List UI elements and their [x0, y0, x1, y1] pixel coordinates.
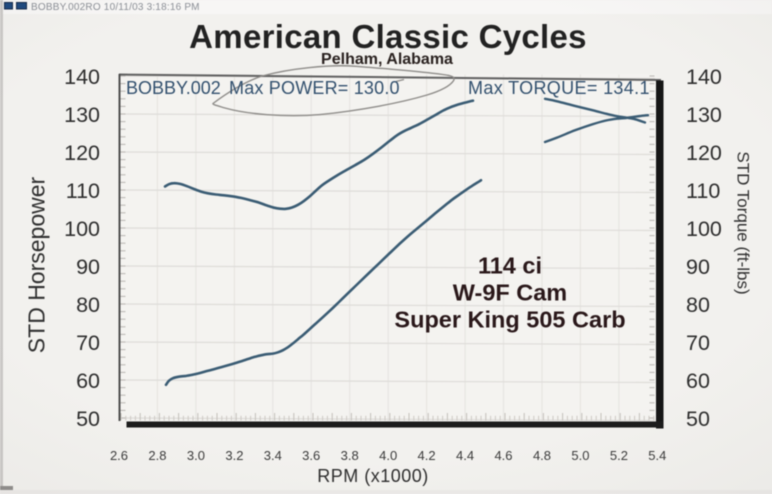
svg-text:American Classic Cycles: American Classic Cycles [189, 18, 587, 55]
svg-text:140: 140 [686, 65, 722, 89]
svg-text:RPM (x1000): RPM (x1000) [317, 466, 429, 486]
svg-text:110: 110 [66, 179, 100, 203]
svg-text:70: 70 [686, 331, 710, 355]
svg-text:2.8: 2.8 [148, 448, 166, 463]
svg-text:5.4: 5.4 [648, 448, 666, 463]
svg-text:120: 120 [686, 141, 722, 165]
svg-text:60: 60 [686, 369, 710, 393]
svg-text:3.0: 3.0 [187, 448, 205, 463]
svg-text:130: 130 [686, 103, 722, 127]
svg-text:4.2: 4.2 [418, 448, 436, 463]
svg-text:3.2: 3.2 [225, 448, 243, 463]
svg-text:STD Torque (ft-lbs): STD Torque (ft-lbs) [734, 151, 753, 294]
svg-text:4.4: 4.4 [456, 448, 474, 463]
svg-text:4.8: 4.8 [533, 448, 551, 463]
svg-text:140: 140 [64, 65, 100, 89]
svg-text:Pelham, Alabama: Pelham, Alabama [321, 51, 453, 68]
svg-text:100: 100 [686, 217, 722, 241]
svg-text:80: 80 [686, 293, 710, 317]
svg-text:Max TORQUE= 134.1: Max TORQUE= 134.1 [468, 78, 650, 98]
svg-text:Super King 505 Carb: Super King 505 Carb [394, 307, 625, 333]
svg-text:BOBBY.002: BOBBY.002 [126, 78, 221, 98]
svg-text:90: 90 [76, 255, 100, 279]
svg-text:110: 110 [686, 179, 720, 203]
svg-text:STD Horsepower: STD Horsepower [24, 176, 50, 353]
svg-text:5.2: 5.2 [610, 448, 628, 463]
svg-text:4.6: 4.6 [494, 448, 512, 463]
svg-text:BOBBY.002RO 10/11/03 3:18:16: BOBBY.002RO 10/11/03 3:18:16 PM [31, 2, 200, 13]
svg-text:50: 50 [76, 407, 100, 431]
svg-text:90: 90 [686, 255, 710, 279]
svg-text:4.0: 4.0 [379, 448, 397, 463]
svg-text:130: 130 [64, 103, 100, 127]
svg-text:80: 80 [76, 293, 100, 317]
svg-text:3.6: 3.6 [302, 448, 320, 463]
svg-text:Max POWER= 130.0: Max POWER= 130.0 [229, 78, 400, 98]
svg-text:50: 50 [686, 407, 710, 431]
svg-text:W-9F Cam: W-9F Cam [453, 280, 567, 306]
svg-text:120: 120 [64, 141, 100, 165]
svg-text:3.8: 3.8 [341, 448, 359, 463]
svg-text:100: 100 [64, 217, 100, 241]
svg-text:3.4: 3.4 [264, 448, 282, 463]
svg-text:5.0: 5.0 [571, 448, 589, 463]
svg-text:2.6: 2.6 [110, 448, 128, 463]
svg-text:70: 70 [76, 331, 100, 355]
svg-text:60: 60 [76, 369, 100, 393]
svg-text:114 ci: 114 ci [478, 253, 542, 279]
